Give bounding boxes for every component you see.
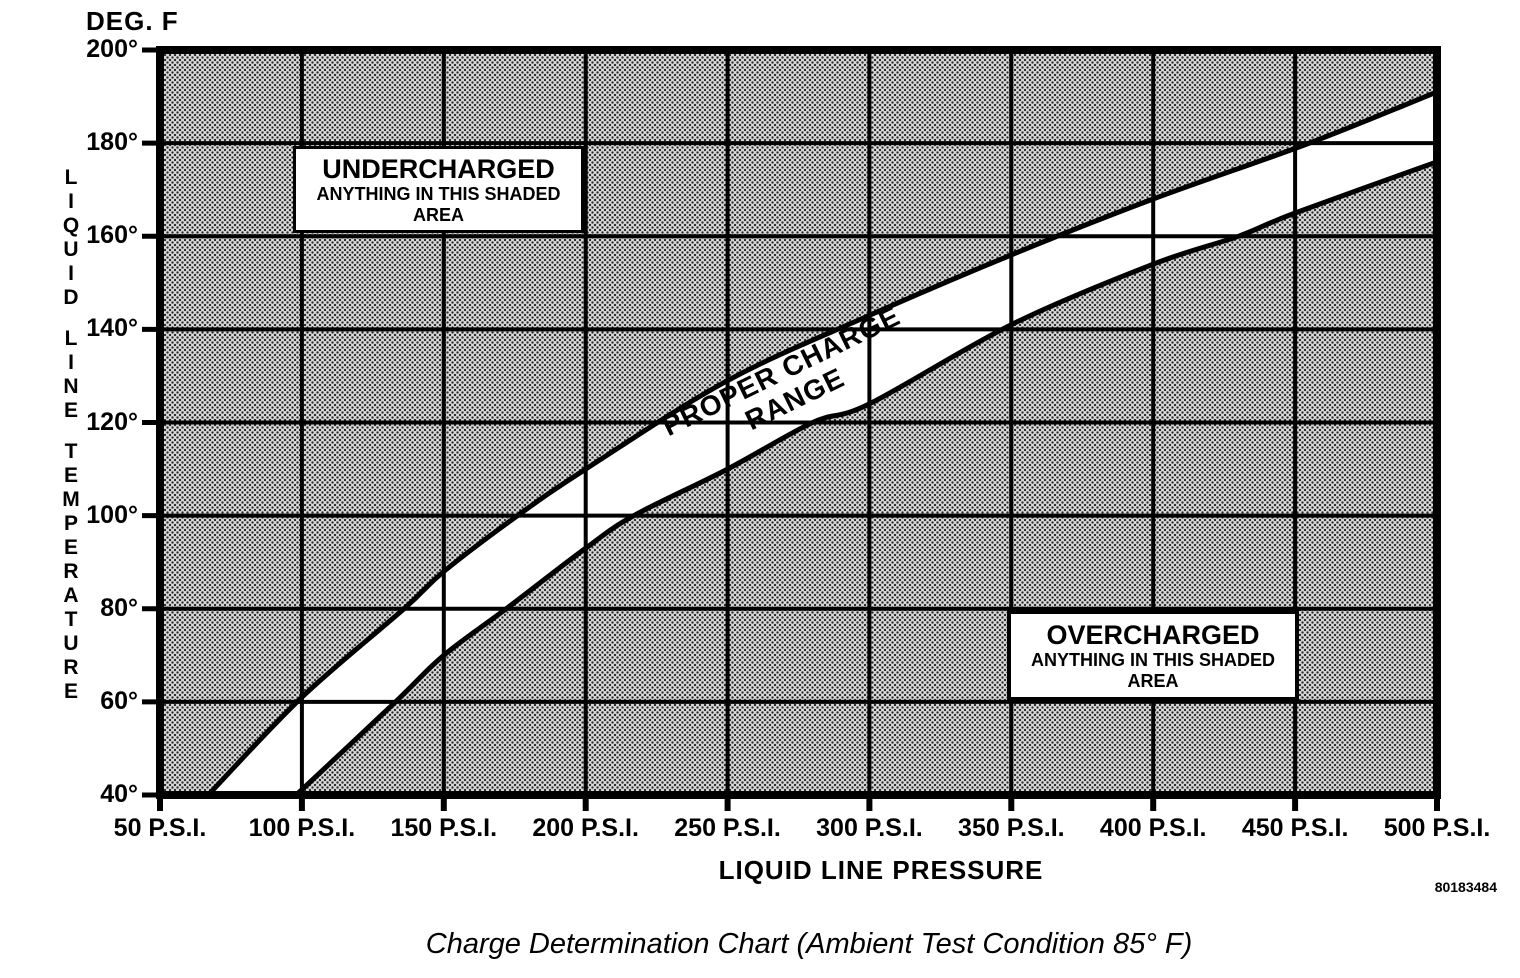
x-tick-label: 450 P.S.I. [1241,814,1349,842]
y-tick-label: 120° [86,407,138,436]
y-tick-label: 40° [100,780,138,808]
y-tick-label: 160° [86,221,138,250]
y-tick-label: 200° [86,35,138,63]
y-axis-title-letter: M [62,488,80,511]
x-tick-label: 100 P.S.I. [248,814,356,842]
document-number: 80183484 [1434,879,1497,895]
x-axis-title: LIQUID LINE PRESSURE [718,855,1044,885]
x-tick-label: 250 P.S.I. [674,814,781,842]
y-axis-title-letter: R [63,656,79,679]
x-tick-label: 200 P.S.I. [532,814,639,842]
y-axis-title-letter: L [64,166,78,189]
y-axis-title-letter: U [63,632,79,655]
y-tick-label: 80° [100,593,138,622]
y-axis-title-letter: D [63,286,79,309]
overcharged-title: OVERCHARGED [1046,619,1260,650]
overcharged-subtitle-line1: ANYTHING IN THIS SHADED [1030,649,1275,670]
y-axis-title-letter: N [63,375,79,398]
y-axis-title-letter: E [63,680,78,703]
proper-charge-band [208,91,1438,795]
y-axis-title-letter: I [68,262,74,285]
y-axis-title-letter: Q [62,214,80,237]
y-axis-title-letter: E [63,464,78,487]
undercharged-annotation-box: UNDERCHARGED ANYTHING IN THIS SHADED ARE… [293,146,584,233]
y-axis-title-letter: R [63,560,79,583]
overcharged-boundary-curve [294,159,1438,797]
undercharged-subtitle-line2: AREA [412,204,464,225]
y-axis-title-letter: T [64,608,78,631]
y-axis-title-letter: I [68,351,74,374]
x-tick-labels: 50 P.S.I. 100 P.S.I. 150 P.S.I. 200 P.S.I. 2… [113,814,1491,842]
y-axis-title-letter: T [64,440,78,463]
undercharged-boundary-curve [206,89,1438,797]
y-tick-label: 60° [100,686,138,715]
undercharged-title: UNDERCHARGED [322,153,555,184]
x-tick-label: 300 P.S.I. [816,814,923,842]
y-tick-labels: 200° 180° 160° 140° 120° 100° 80° 60° 40° [0,0,138,900]
y-tick-label: 100° [86,500,138,529]
x-tick-label: 150 P.S.I. [390,814,498,842]
y-axis-units-label: DEG. F [86,6,179,36]
y-axis-title-letter: L [64,327,78,350]
x-tick-label: 350 P.S.I. [958,814,1065,842]
overcharged-subtitle-line2: AREA [1127,670,1179,691]
y-axis-title-letter: E [63,399,78,422]
y-axis-title-letter: P [63,512,78,535]
y-axis-title-letter: E [63,536,78,559]
y-axis-title-letter: I [68,190,74,213]
undercharged-subtitle-line1: ANYTHING IN THIS SHADED [316,183,561,204]
y-tick-label: 180° [86,128,138,157]
x-tick-label: 500 P.S.I. [1383,814,1491,842]
figure-caption: Charge Determination Chart (Ambient Test… [425,928,1193,960]
overcharged-annotation-box: OVERCHARGED ANYTHING IN THIS SHADED AREA [1007,610,1299,701]
y-tick-label: 140° [86,314,138,343]
y-axis-title-letter: A [63,584,79,607]
y-axis-title-letter: U [63,238,79,261]
x-tick-label: 400 P.S.I. [1099,814,1207,842]
x-tick-label: 50 P.S.I. [113,814,207,842]
